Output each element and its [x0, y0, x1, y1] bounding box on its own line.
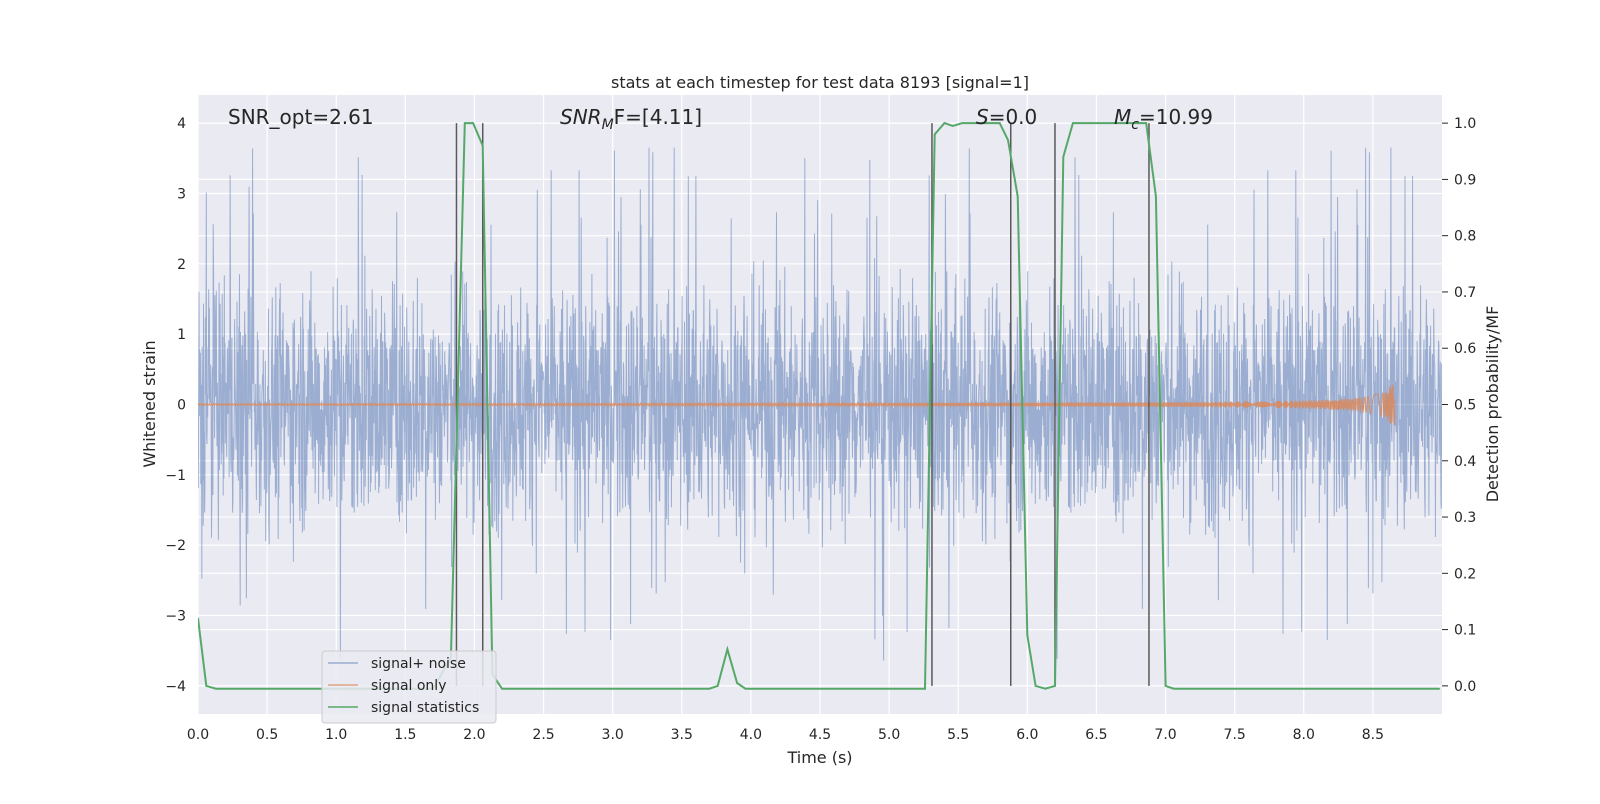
legend-label-signal-statistics: signal statistics [371, 700, 479, 716]
signal-statistics-point-30 [1155, 195, 1157, 198]
x-tick-label-3: 1.5 [394, 727, 416, 743]
y-right-tick-label-4: 0.4 [1454, 454, 1476, 470]
signal-statistics-point-11 [716, 685, 719, 687]
signal-statistics-point-21 [1007, 139, 1009, 141]
signal-statistics-point-10 [708, 687, 711, 690]
legend-label-signal-only: signal only [371, 678, 446, 694]
signal-noise-series [198, 147, 1442, 661]
y-left-tick-label-0: −4 [165, 679, 186, 695]
signal-statistics-point-1 [205, 685, 208, 687]
signal-statistics-point-29 [1145, 122, 1148, 124]
y-left-tick-label-3: −1 [165, 468, 186, 484]
y-left-tick-label-2: −2 [165, 538, 186, 554]
x-tick-label-5: 2.5 [532, 727, 554, 743]
signal-statistics-point-33 [1438, 687, 1441, 690]
signal-statistics-point-31 [1164, 685, 1167, 687]
legend-box [321, 650, 497, 724]
x-tick-label-7: 3.5 [671, 727, 693, 743]
annotation-s: S=0.0 [976, 105, 1037, 129]
y-right-tick-label-2: 0.2 [1454, 566, 1476, 582]
signal-statistics-point-24 [1034, 685, 1037, 687]
x-tick-label-8: 4.0 [740, 727, 762, 743]
y-right-tick-label-1: 0.1 [1454, 623, 1476, 639]
y-right-tick-label-7: 0.7 [1454, 285, 1476, 301]
x-axis-label: Time (s) [786, 748, 852, 767]
x-tick-label-6: 3.0 [602, 727, 624, 743]
x-axis-ticks: 0.0 0.5 1.0 1.5 2.0 2.5 3.0 3.5 4.0 4.5 5.0 5.5 6.0 6… [187, 727, 1384, 743]
signal-statistics-point-27 [1062, 156, 1065, 158]
y-left-axis-ticks: −4 −3 −2 −1 0 1 2 3 4 [165, 116, 186, 695]
y-right-axis-ticks: 0.0 0.1 0.2 0.3 0.4 0.5 0.6 0.7 0.8 0.9 1.0 [1442, 116, 1476, 695]
y-right-tick-label-10: 1.0 [1454, 116, 1476, 132]
annotation-mc: Mc=10.99 [1114, 105, 1213, 133]
annotations: SNR_opt=2.61 SNRMF=[4.11] S=0.0 Mc=10.99 [228, 105, 1213, 133]
vertical-lines-layer [455, 123, 1150, 686]
y-right-tick-label-8: 0.8 [1454, 229, 1476, 245]
signal-statistics-point-7 [481, 144, 484, 147]
signal-statistics-point-25 [1044, 687, 1047, 690]
signal-noise-line [198, 147, 1442, 661]
signal-statistics-line [198, 121, 1440, 690]
x-tick-label-9: 4.5 [809, 727, 831, 743]
y-right-tick-label-5: 0.5 [1454, 398, 1476, 414]
y-right-tick-label-6: 0.6 [1454, 341, 1476, 357]
signal-statistics-point-2 [215, 687, 217, 690]
y-right-tick-label-3: 0.3 [1454, 510, 1476, 526]
x-tick-label-13: 6.5 [1085, 727, 1107, 743]
x-tick-label-12: 6.0 [1016, 727, 1038, 743]
y-right-tick-label-0: 0.0 [1454, 679, 1476, 695]
y-left-tick-label-4: 0 [177, 398, 186, 414]
signal-statistics-point-15 [924, 687, 926, 690]
chart-title: stats at each timestep for test data 819… [611, 73, 1029, 92]
signal-statistics-point-12 [726, 648, 729, 651]
x-tick-label-17: 8.5 [1362, 727, 1384, 743]
signal-statistics-point-9 [501, 687, 503, 690]
signal-only-series [198, 384, 1396, 426]
signal-statistics-point-6 [472, 122, 474, 124]
legend-label-signal-noise: signal+ noise [371, 656, 466, 672]
signal-only-line [198, 384, 1396, 426]
y-left-tick-label-5: 1 [177, 327, 186, 343]
signal-statistics-point-13 [736, 682, 738, 684]
y-left-tick-label-8: 4 [177, 116, 186, 132]
signal-statistics-series [198, 121, 1441, 690]
x-tick-label-15: 7.5 [1224, 727, 1246, 743]
x-tick-label-0: 0.0 [187, 727, 209, 743]
signal-statistics-point-26 [1054, 685, 1056, 687]
legend: signal+ noise signal only signal statist… [321, 650, 497, 724]
signal-statistics-point-0 [198, 617, 199, 620]
x-tick-label-11: 5.5 [947, 727, 969, 743]
x-tick-label-16: 8.0 [1293, 727, 1315, 743]
y-left-tick-label-7: 3 [177, 186, 186, 202]
annotation-snr-opt: SNR_opt=2.61 [228, 105, 374, 129]
x-tick-label-10: 5.0 [878, 727, 900, 743]
signal-statistics-point-14 [744, 687, 747, 690]
y-right-tick-label-9: 0.9 [1454, 172, 1476, 188]
signal-statistics-point-28 [1072, 122, 1074, 124]
x-tick-label-4: 2.0 [463, 727, 485, 743]
signal-statistics-point-20 [998, 122, 1001, 124]
signal-statistics-point-16 [933, 133, 936, 136]
signal-statistics-point-18 [951, 125, 954, 127]
annotation-snr-mf: SNRMF=[4.11] [560, 105, 702, 133]
signal-statistics-point-32 [1173, 687, 1175, 690]
y-right-axis-label: Detection probability/MF [1483, 306, 1502, 503]
signal-statistics-point-5 [463, 122, 466, 124]
signal-statistics-point-23 [1026, 634, 1029, 637]
signal-statistics-point-17 [943, 122, 946, 124]
signal-statistics-point-19 [961, 122, 964, 124]
signal-statistics-point-22 [1016, 195, 1019, 198]
x-tick-label-2: 1.0 [325, 727, 347, 743]
y-left-tick-label-6: 2 [177, 257, 186, 273]
x-tick-label-14: 7.0 [1154, 727, 1176, 743]
y-left-axis-label: Whitened strain [140, 340, 159, 467]
y-left-tick-label-1: −3 [165, 609, 186, 625]
x-tick-label-1: 0.5 [256, 727, 278, 743]
